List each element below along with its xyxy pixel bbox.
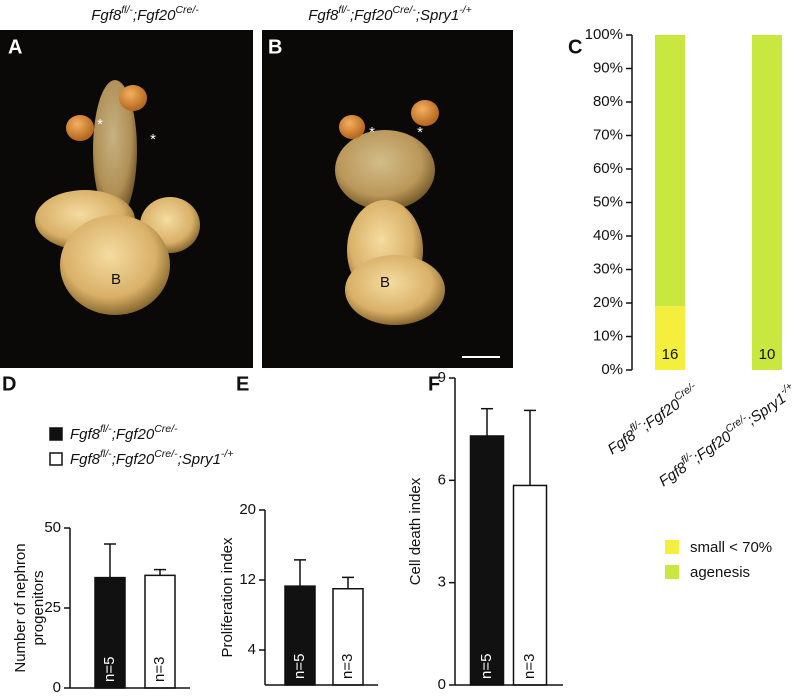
count-label: 16 [662, 346, 679, 363]
genotype-label: Fgf8fl/-;Fgf20Cre/-;Spry1-/+ [70, 448, 233, 468]
photo-b [262, 30, 513, 368]
n-label: n=5 [291, 654, 308, 679]
superscript: fl/- [338, 4, 350, 16]
genotype-text: Fgf8 [70, 451, 101, 468]
n-label: n=3 [339, 654, 356, 679]
superscript: fl/- [121, 4, 133, 16]
panel-letter: F [428, 373, 440, 395]
y-tick-label: 70% [593, 126, 623, 143]
y-tick-label: 6 [438, 471, 446, 488]
n-label: n=3 [521, 654, 538, 679]
superscript: Cre/- [672, 380, 698, 404]
y-tick-label: 0 [53, 679, 61, 696]
asterisk: * [369, 124, 375, 141]
genotype-text: Fgf8 [91, 7, 122, 24]
genotype-text: ;Spry1 [416, 7, 459, 24]
bar [512, 484, 548, 686]
genotype-text: Fgf8 [308, 7, 339, 24]
y-tick-label: 20% [593, 294, 623, 311]
superscript: Cre/- [154, 448, 178, 460]
panel-letter: A [8, 36, 22, 58]
bar [332, 588, 364, 686]
genotype-text: Fgf8 [70, 426, 101, 443]
y-tick-label: 10% [593, 327, 623, 344]
n-label: n=5 [478, 654, 495, 679]
legend-swatch [49, 427, 63, 441]
superscript: -/+ [459, 4, 472, 16]
y-axis-label: Cell death index [407, 477, 424, 585]
y-tick-label: 40% [593, 227, 623, 244]
genotype-label: Fgf8fl/-;Fgf20Cre/- [70, 423, 178, 443]
genotype-label: Fgf8fl/-;Fgf20Cre/-;Spry1-/+ [308, 4, 471, 24]
bar-segment [752, 35, 782, 370]
y-tick-label: 80% [593, 93, 623, 110]
bar [144, 574, 176, 689]
superscript: Cre/- [154, 423, 178, 435]
genotype-text: ;Fgf20 [350, 7, 393, 24]
panel-letter: E [236, 373, 249, 395]
legend-swatch [665, 565, 679, 579]
y-tick-label: 9 [438, 369, 446, 386]
bar-segment [655, 35, 685, 307]
y-tick-label: 20 [239, 501, 256, 518]
panel-letter: D [2, 373, 16, 395]
bar-segment [655, 306, 685, 370]
y-tick-label: 0% [601, 361, 623, 378]
superscript: -/+ [221, 448, 234, 460]
y-tick-label: 60% [593, 160, 623, 177]
y-tick-label: 90% [593, 59, 623, 76]
asterisk: * [417, 124, 423, 141]
legend-swatch [49, 452, 63, 466]
y-axis-label: Number of nephron [12, 543, 29, 672]
n-label: n=3 [151, 657, 168, 682]
photo-a [0, 30, 253, 368]
bar [94, 576, 126, 689]
legend-swatch [665, 540, 679, 554]
organ-label: B [111, 271, 121, 288]
superscript: -/+ [778, 380, 795, 397]
legend-label: small < 70% [690, 539, 772, 556]
y-tick-label: 30% [593, 260, 623, 277]
asterisk: * [97, 116, 103, 133]
genotype-text: ;Fgf20 [112, 426, 155, 443]
y-tick-label: 50% [593, 193, 623, 210]
y-axis-label: Proliferation index [219, 537, 236, 658]
panel-letter: B [268, 36, 282, 58]
superscript: fl/- [100, 448, 112, 460]
asterisk: * [150, 131, 156, 148]
genotype-label: Fgf8fl/-;Fgf20Cre/- [91, 4, 199, 24]
genotype-text: ;Fgf20 [133, 7, 176, 24]
y-tick-label: 100% [585, 26, 623, 43]
y-tick-label: 50 [44, 519, 61, 536]
bar [284, 585, 316, 686]
y-axis-label: progenitors [30, 570, 47, 645]
legend-label: agenesis [690, 564, 750, 581]
superscript: Cre/- [392, 4, 416, 16]
genotype-text: ;Fgf20 [112, 451, 155, 468]
bar [469, 435, 505, 686]
genotype-text: ;Spry1 [178, 451, 221, 468]
count-label: 10 [759, 346, 776, 363]
y-tick-label: 4 [248, 641, 256, 658]
organ-label: B [380, 274, 390, 291]
superscript: fl/- [100, 423, 112, 435]
panel-letter: C [568, 36, 582, 58]
y-tick-label: 0 [438, 676, 446, 693]
y-tick-label: 12 [239, 571, 256, 588]
y-tick-label: 3 [438, 574, 446, 591]
superscript: Cre/- [175, 4, 199, 16]
genotype-label: Fgf8fl/-;Fgf20Cre/- [603, 380, 703, 459]
y-tick-label: 25 [44, 599, 61, 616]
n-label: n=5 [101, 657, 118, 682]
